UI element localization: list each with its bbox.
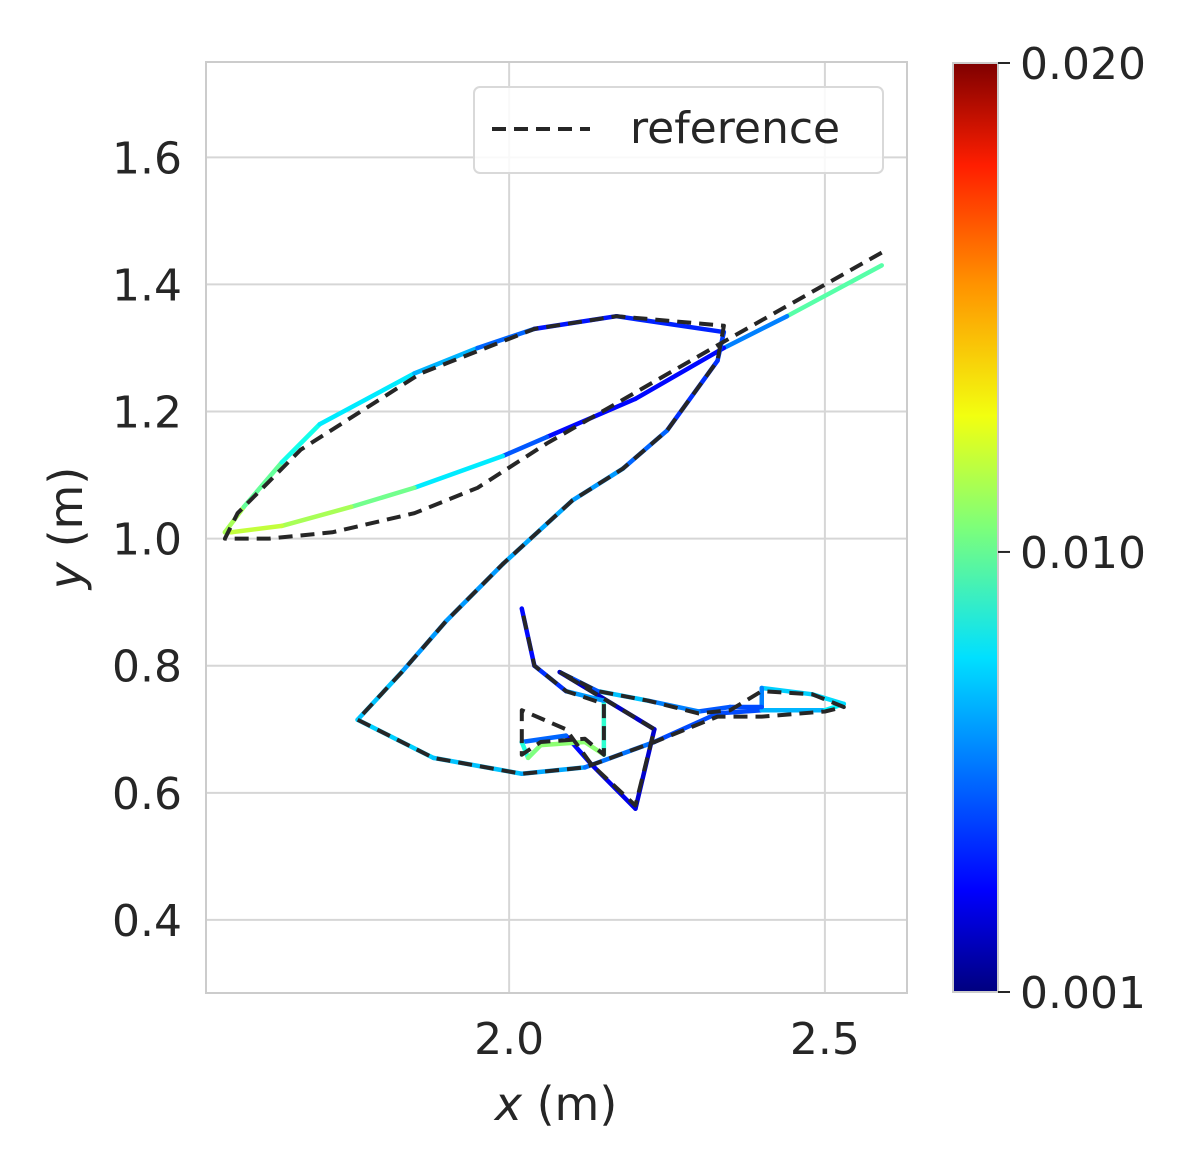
trajectory-segment <box>519 739 531 761</box>
y-tick-label: 0.4 <box>112 896 182 947</box>
x-tick-labels: 2.0 2.5 <box>474 1014 860 1065</box>
trajectory-segment <box>500 434 550 459</box>
trajectory-segment <box>229 523 285 535</box>
y-tick-label: 1.0 <box>112 515 182 566</box>
colorbar-tick-label: 0.010 <box>1020 528 1146 579</box>
trajectory-segment <box>759 685 815 697</box>
trajectory-segment <box>696 704 733 714</box>
trajectory-segment <box>349 485 417 510</box>
reference-line <box>222 250 883 808</box>
colorbar-tick-label: 0.001 <box>1020 968 1146 1019</box>
y-tick-label: 1.4 <box>112 260 182 311</box>
y-tick-label: 0.8 <box>112 642 182 693</box>
trajectory-segment <box>412 453 506 491</box>
y-tick-label: 0.6 <box>112 769 182 820</box>
legend: reference <box>473 86 884 174</box>
trajectory-segment <box>412 345 480 376</box>
x-tick-label: 2.5 <box>790 1014 860 1065</box>
grid <box>206 62 907 993</box>
x-tick-label: 2.0 <box>474 1014 544 1065</box>
trajectory-segment <box>652 711 720 745</box>
trajectory-segment <box>279 504 354 529</box>
y-tick-label: 1.2 <box>112 388 182 439</box>
y-tick-labels: 0.4 0.6 0.8 1.0 1.2 1.4 1.6 <box>112 133 182 947</box>
y-axis-title: y (m) <box>39 467 93 592</box>
legend-reference-label: reference <box>630 103 840 154</box>
colorbar-gradient <box>952 62 999 993</box>
plot-frame <box>205 61 908 994</box>
x-axis-title: x (m) <box>493 1077 618 1131</box>
colorbar-tick-label: 0.020 <box>1020 39 1146 90</box>
trajectory-segment <box>784 263 884 319</box>
trajectory-segment <box>633 345 727 402</box>
trajectory-segment <box>279 421 322 465</box>
trajectory-segment <box>519 733 569 745</box>
trajectory-segment <box>525 742 543 761</box>
legend-box <box>473 86 884 174</box>
y-tick-label: 1.6 <box>112 133 182 184</box>
colorbar-tick-labels: 0.001 0.010 0.020 <box>998 39 1146 1019</box>
trajectory <box>222 263 884 811</box>
trajectory-segment <box>715 707 764 716</box>
trajectory-segment <box>317 371 417 427</box>
trajectory-segment <box>721 313 790 351</box>
colorbar: 0.001 0.010 0.020 <box>952 39 1146 1019</box>
